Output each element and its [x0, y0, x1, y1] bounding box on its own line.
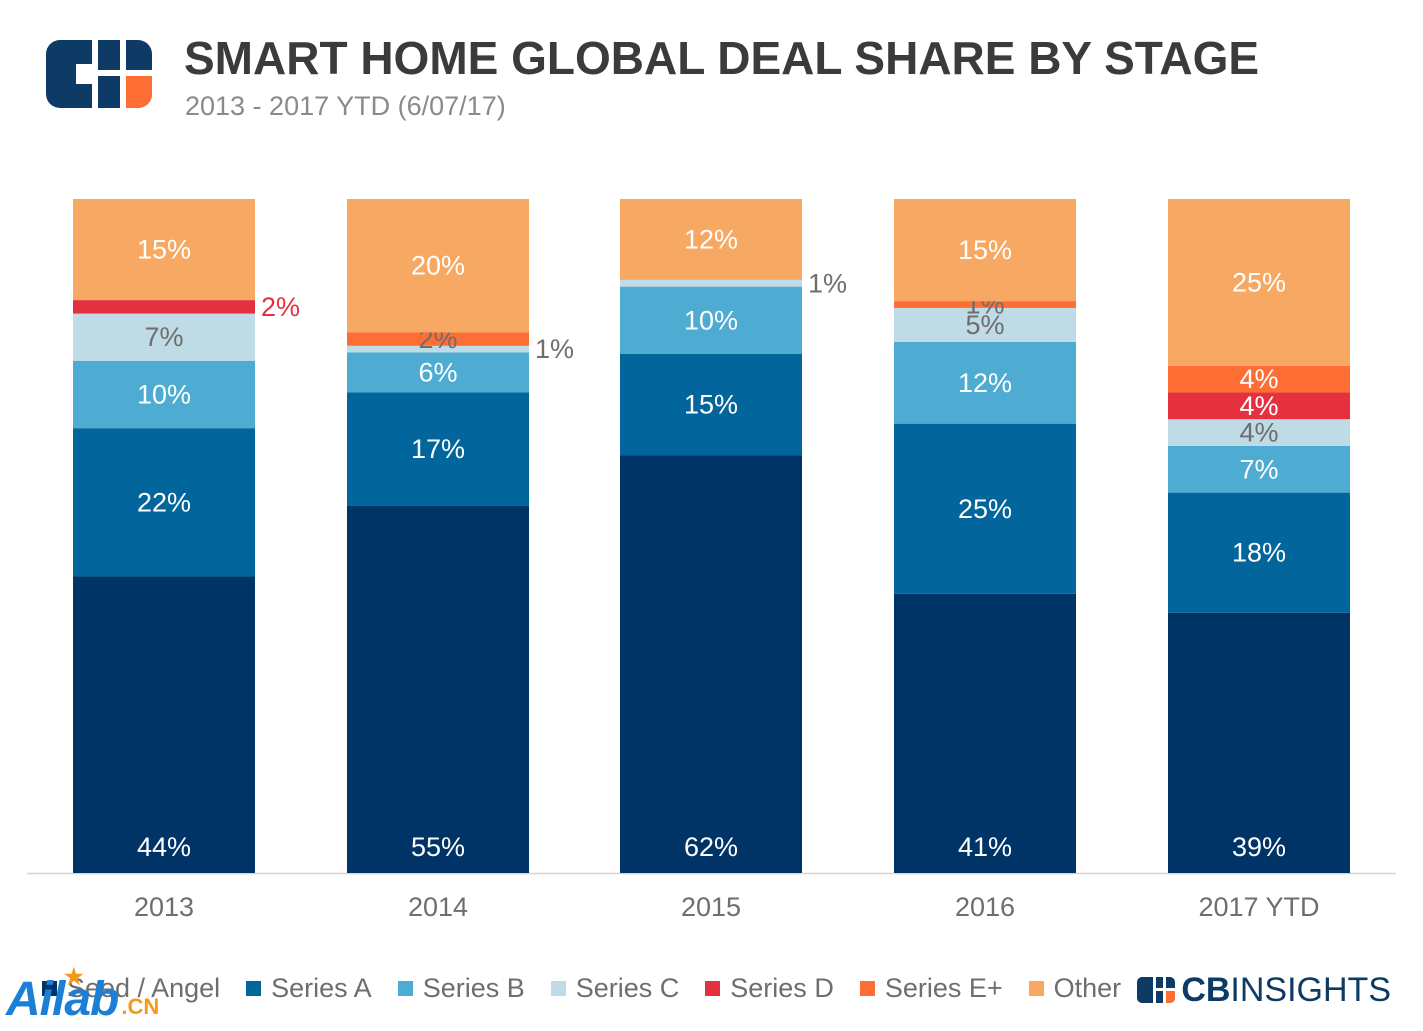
data-label-other-2013: 15% — [137, 235, 191, 265]
bar-segment-series_c-2017-ytd — [1168, 419, 1350, 446]
legend-item-seed_angel: Seed / Angel — [42, 973, 220, 1004]
data-label-series_c-2014: 1% — [535, 334, 574, 364]
legend-item-series_d: Series D — [705, 973, 834, 1004]
bar-segment-series_b-2017-ytd — [1168, 445, 1350, 493]
bar-segment-series_b-2014 — [347, 352, 529, 393]
legend-swatch — [550, 980, 566, 996]
bar-segment-series_e_plus-2017-ytd — [1168, 365, 1350, 393]
star-icon: ★ — [64, 964, 84, 989]
data-label-series_c-2015: 1% — [808, 268, 847, 298]
data-label-series_a-2017-ytd: 18% — [1232, 538, 1286, 568]
data-label-other-2017-ytd: 25% — [1232, 267, 1286, 297]
data-label-seed_angel-2014: 55% — [411, 832, 465, 862]
ailab-watermark: ★ Ailab .CN — [6, 964, 160, 1026]
legend-label: Series B — [422, 972, 525, 1003]
legend-item-series_a: Series A — [246, 973, 372, 1004]
data-label-series_d-2017-ytd: 4% — [1239, 391, 1278, 421]
watermark-suffix: .CN — [121, 994, 160, 1019]
data-label-series_c-2017-ytd: 4% — [1239, 418, 1278, 448]
data-label-series_c-2016: 5% — [965, 310, 1004, 340]
data-label-other-2014: 20% — [411, 251, 465, 281]
data-label-series_c-2013: 7% — [144, 322, 183, 352]
legend-swatch — [859, 980, 875, 996]
x-tick-label: 2017 YTD — [1198, 892, 1319, 922]
bar-segment-other-2015 — [620, 199, 802, 280]
bar-segment-series_c-2013 — [73, 313, 255, 361]
cb-insights-brand: CBINSIGHTS — [1137, 968, 1391, 1012]
data-label-other-2016: 15% — [958, 235, 1012, 265]
chart-title: SMART HOME GLOBAL DEAL SHARE BY STAGE — [184, 32, 1260, 84]
legend-swatch — [42, 980, 57, 996]
legend-label: Series A — [271, 972, 372, 1003]
bar-segment-seed_angel-2016 — [894, 593, 1076, 873]
bar-segment-other-2013 — [73, 199, 255, 301]
legend-swatch — [1028, 980, 1044, 996]
brand-wordmark: CBINSIGHTS — [1181, 968, 1391, 1012]
legend-swatch — [705, 980, 721, 996]
data-label-seed_angel-2013: 44% — [137, 832, 191, 862]
chart-legend: Seed / Angel Series A Series B Series C Seri… — [42, 966, 1147, 1010]
legend-swatch — [246, 980, 262, 996]
bar-segment-other-2014 — [347, 199, 529, 333]
data-label-series_b-2015: 10% — [684, 305, 738, 335]
x-tick-label: 2016 — [955, 892, 1015, 922]
bar-segment-seed_angel-2017-ytd — [1168, 612, 1350, 873]
chart-subtitle: 2013 - 2017 YTD (6/07/17) — [185, 91, 506, 121]
bar-segment-seed_angel-2013 — [73, 576, 255, 873]
bar-segment-other-2016 — [894, 199, 1076, 302]
data-label-series_b-2014: 6% — [418, 358, 457, 388]
bar-segment-series_b-2015 — [620, 286, 802, 355]
data-label-seed_angel-2015: 62% — [684, 832, 738, 862]
legend-label: Other — [1053, 972, 1122, 1003]
x-tick-label: 2015 — [681, 892, 741, 922]
data-label-series_a-2013: 22% — [137, 487, 191, 517]
data-label-series_a-2016: 25% — [958, 494, 1012, 524]
bar-segment-other-2017-ytd — [1168, 199, 1350, 366]
data-label-series_d-2013: 2% — [261, 292, 300, 322]
legend-label: Seed / Angel — [67, 972, 221, 1003]
legend-label: Series C — [575, 972, 680, 1003]
data-label-seed_angel-2016: 41% — [958, 832, 1012, 862]
cb-insights-icon — [1137, 977, 1176, 1003]
legend-item-series_e_plus: Series E+ — [859, 972, 1003, 1004]
data-label-series_a-2015: 15% — [684, 390, 738, 420]
legend-label: Series E+ — [884, 972, 1003, 1003]
bar-segment-series_b-2016 — [894, 341, 1076, 424]
bar-segment-series_c-2016 — [894, 307, 1076, 342]
cb-insights-logo — [46, 40, 152, 108]
legend-item-series_c: Series C — [550, 972, 680, 1004]
data-label-series_b-2013: 10% — [137, 379, 191, 409]
bar-segment-series_e_plus-2014 — [347, 332, 529, 346]
brand-insights-text: INSIGHTS — [1230, 971, 1391, 1009]
x-tick-label: 2014 — [408, 892, 468, 922]
data-label-series_a-2014: 17% — [411, 434, 465, 464]
bar-segment-series_d-2013 — [73, 300, 255, 314]
watermark-text: Ailab — [6, 973, 119, 1026]
bar-segment-series_a-2016 — [894, 423, 1076, 594]
bar-segment-series_a-2013 — [73, 428, 255, 577]
bar-segment-series_c-2015 — [620, 279, 802, 287]
bar-segment-series_e_plus-2016 — [894, 301, 1076, 308]
x-tick-label: 2013 — [134, 892, 194, 922]
data-label-series_e_plus-2017-ytd: 4% — [1239, 364, 1278, 394]
legend-item-series_b: Series B — [397, 972, 525, 1004]
data-label-seed_angel-2017-ytd: 39% — [1232, 832, 1286, 862]
bar-segment-seed_angel-2015 — [620, 455, 802, 873]
legend-item-other: Other — [1028, 972, 1122, 1004]
data-label-series_b-2017-ytd: 7% — [1239, 454, 1278, 484]
bar-segment-series_a-2015 — [620, 354, 802, 456]
bar-segment-series_a-2014 — [347, 392, 529, 506]
brand-cb-text: CB — [1181, 971, 1231, 1009]
bar-segment-series_d-2017-ytd — [1168, 392, 1350, 420]
data-label-other-2015: 12% — [684, 224, 738, 254]
legend-label: Series D — [730, 972, 834, 1003]
bar-segment-series_b-2013 — [73, 360, 255, 429]
legend-swatch — [397, 980, 413, 996]
data-label-series_b-2016: 12% — [958, 368, 1012, 398]
bar-segment-seed_angel-2014 — [347, 505, 529, 873]
bar-segment-series_c-2014 — [347, 345, 529, 353]
bar-segment-series_a-2017-ytd — [1168, 492, 1350, 613]
